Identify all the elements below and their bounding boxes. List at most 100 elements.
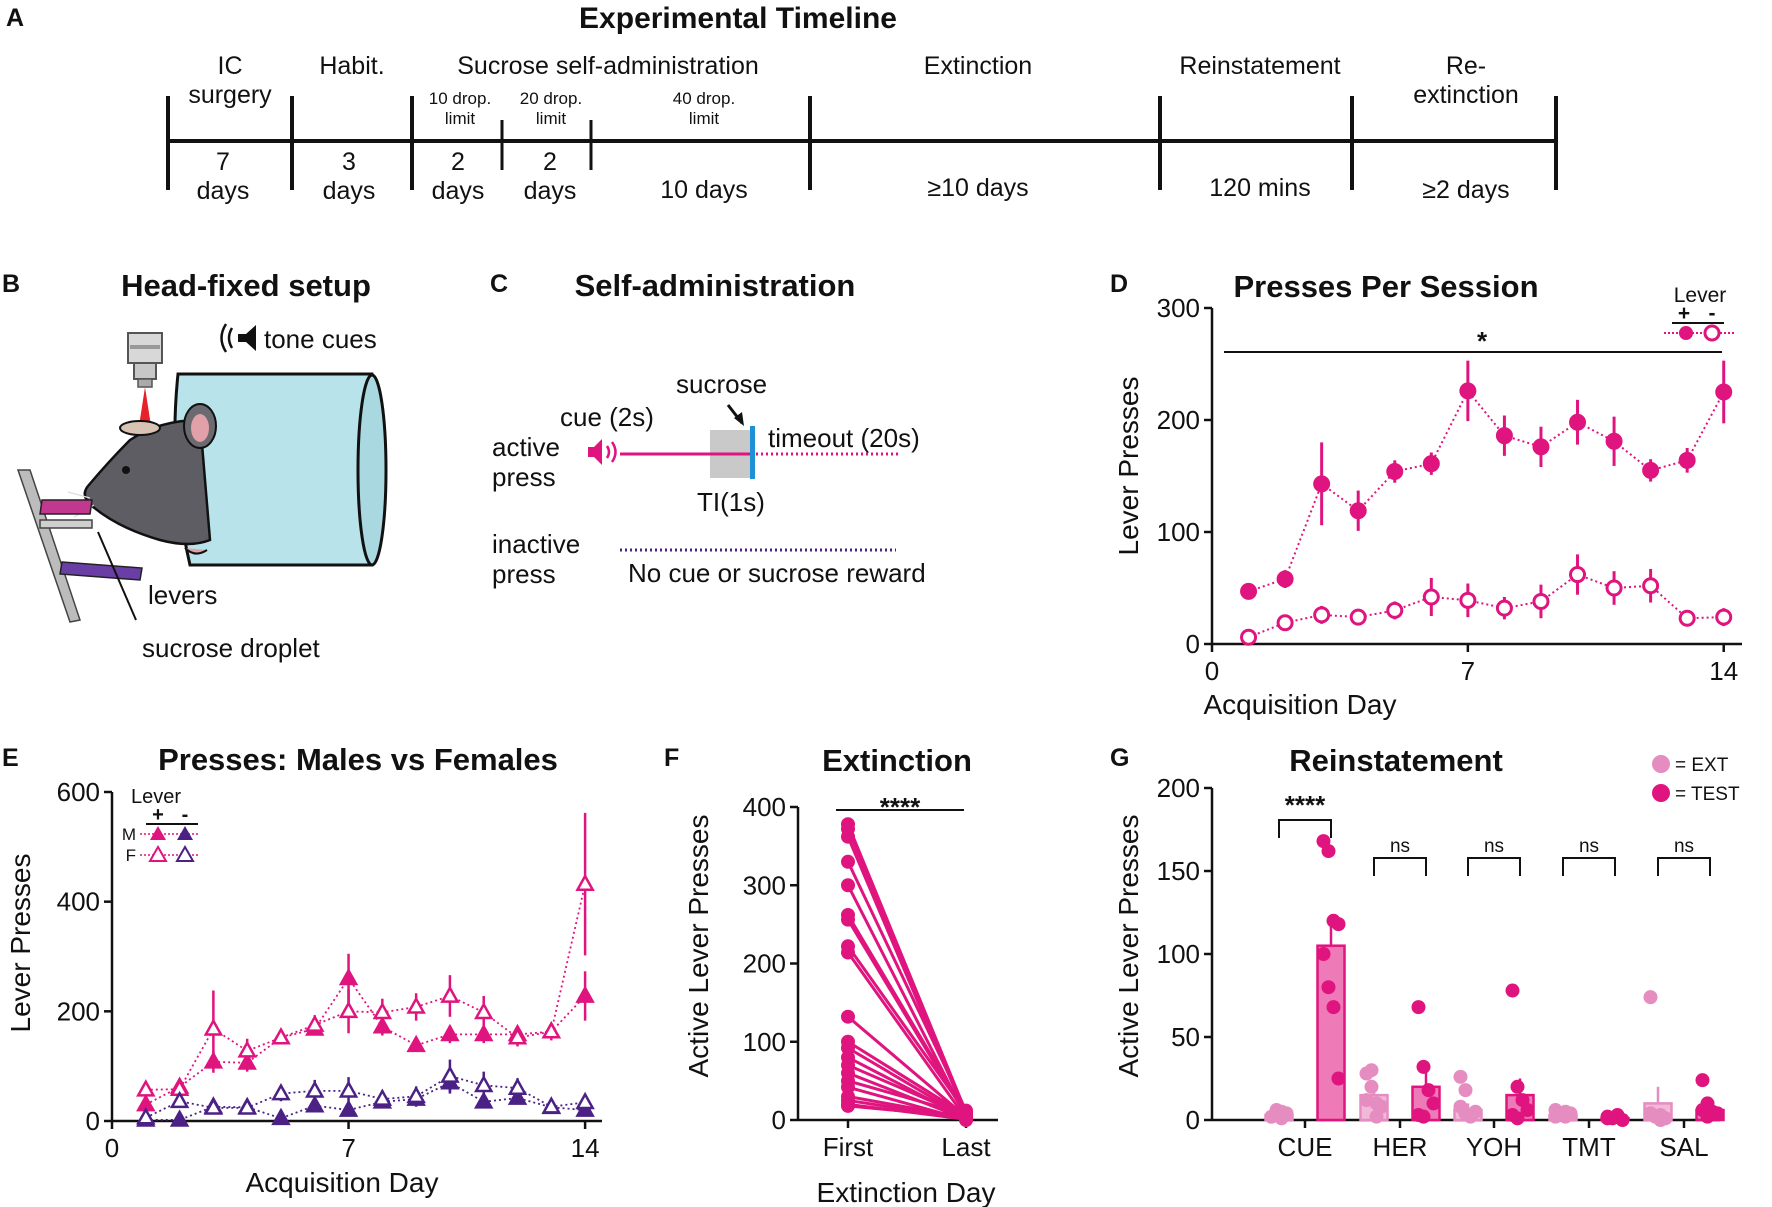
chart-d-point <box>1459 591 1477 609</box>
chart-g-point-test <box>1331 1071 1346 1086</box>
chart-e-y-tick-label: 400 <box>57 887 100 917</box>
chart-g-significance-label: **** <box>1285 790 1326 820</box>
chart-g-point-ext <box>1364 1079 1379 1094</box>
chart-d-y-tick-label: 100 <box>1157 517 1200 547</box>
chart-d-y-tick-label: 200 <box>1157 405 1200 435</box>
chart-e-y-tick-label: 0 <box>86 1106 100 1136</box>
chart-g-x-tick-label: HER <box>1373 1132 1428 1162</box>
panel-d-letter: D <box>1110 270 1128 298</box>
chart-g-point-test <box>1411 1000 1426 1015</box>
chart-d-legend-plus: + <box>1678 302 1690 325</box>
chart-e-point <box>237 1097 257 1115</box>
chart-e-point <box>305 1014 325 1032</box>
chart-f-title: Extinction <box>822 743 972 778</box>
chart-g-point-ext <box>1369 1109 1384 1124</box>
self-admin-title: Self-administration <box>575 268 856 303</box>
chart-g-significance-label: ns <box>1674 836 1694 857</box>
chart-g-significance-bracket <box>1467 857 1521 876</box>
levers-label: levers <box>148 580 217 610</box>
chart-e-legend-f: F <box>126 846 136 865</box>
chart-g-significance-bracket <box>1562 857 1616 876</box>
chart-g-point-test <box>1695 1073 1710 1088</box>
chart-e-point <box>136 1079 156 1097</box>
chart-f-first-point <box>841 878 855 893</box>
chart-g-bar-test <box>1316 944 1346 1122</box>
chart-g-point-ext <box>1558 1104 1573 1119</box>
objective-lens-icon <box>127 332 163 388</box>
chart-f-x-tick-label: First <box>823 1132 874 1162</box>
inactive-lever-icon <box>59 561 143 581</box>
chart-g-point-test <box>1520 1103 1535 1118</box>
sub-limit-40-line2: limit <box>689 109 719 128</box>
chart-e-ylabel: Lever Presses <box>5 854 36 1033</box>
chart-e-point <box>473 1091 494 1109</box>
sipper-spout-icon <box>39 519 93 529</box>
duration-reinstatement: 120 mins <box>1209 174 1310 202</box>
restraint-tube-icon <box>173 372 388 567</box>
inactive-press-line1: inactive <box>492 529 580 559</box>
mouse-icon <box>67 403 217 555</box>
chart-g-significance-label: ns <box>1390 836 1410 857</box>
panel-e: E Presses: Males vs Females Acquisition … <box>2 742 602 1198</box>
duration-20drop-line1: 2 <box>543 148 557 176</box>
chart-g-point-ext <box>1274 1111 1289 1126</box>
chart-e-point <box>473 1001 494 1020</box>
timeline-title: Experimental Timeline <box>579 2 897 35</box>
mount-post <box>16 469 81 623</box>
chart-d-x-tick-label: 0 <box>1205 656 1219 686</box>
chart-f-y-tick-label: 300 <box>743 870 786 900</box>
chart-e-point <box>305 1095 325 1113</box>
timeline-sub-ticks <box>500 120 593 170</box>
chart-g-y-tick-label: 150 <box>1157 856 1200 886</box>
duration-40drop: 10 days <box>660 176 748 204</box>
chart-g-point-test <box>1600 1111 1615 1126</box>
chart-f-pair-line <box>847 1015 967 1119</box>
duration-ic-line1: 7 <box>216 148 230 176</box>
sucrose-arrow-head <box>734 412 744 426</box>
chart-g-point-ext <box>1453 1069 1468 1084</box>
chart-f-y-tick-label: 200 <box>743 949 786 979</box>
chart-d-legend-title: Lever <box>1674 284 1727 307</box>
chart-d-point <box>1459 382 1477 400</box>
chart-f-pair-line <box>846 945 968 1114</box>
chart-g-y-tick-label: 0 <box>1186 1105 1200 1135</box>
chart-g-point-ext <box>1463 1108 1478 1123</box>
chart-d-point <box>1678 609 1696 627</box>
sub-limit-10-line2: limit <box>445 109 475 128</box>
chart-e-point <box>271 1027 291 1045</box>
sub-limit-20-line2: limit <box>536 109 566 128</box>
chart-e-y-tick-label: 200 <box>57 996 100 1026</box>
chart-g-x-tick-label: TMT <box>1562 1132 1616 1162</box>
chart-d-point <box>1240 582 1258 600</box>
chart-f-ylabel: Active Lever Presses <box>683 815 714 1078</box>
chart-f-first-point <box>841 912 855 927</box>
chart-f-pair-line <box>847 1040 967 1117</box>
chart-g-ylabel: Active Lever Presses <box>1113 815 1144 1078</box>
stage-name-ic-line1: IC <box>218 52 243 80</box>
chart-g-legend-ext: = EXT <box>1675 755 1729 776</box>
sub-limit-40-line1: 40 drop. <box>673 89 735 108</box>
chart-d-point <box>1569 413 1587 431</box>
chart-g-significance-label: ns <box>1579 836 1599 857</box>
chart-f-y-tick-label: 100 <box>743 1027 786 1057</box>
chart-g-point-test <box>1426 1096 1441 1111</box>
chart-d-legend-filled-marker <box>1679 326 1693 340</box>
chart-e-point <box>440 1023 460 1042</box>
chart-g-point-test <box>1321 980 1336 995</box>
chart-g-point-ext <box>1364 1063 1379 1078</box>
chart-g-point-test <box>1316 947 1331 961</box>
chart-g-point-test <box>1615 1113 1630 1127</box>
chart-e-point <box>203 1018 224 1036</box>
sucrose-event-label: sucrose <box>676 369 767 399</box>
chart-e-point <box>473 1074 494 1093</box>
no-reward-label: No cue or sucrose reward <box>628 558 926 588</box>
chart-e-x-tick-label: 14 <box>571 1133 600 1163</box>
chart-g-point-test <box>1416 1109 1431 1124</box>
chart-d-y-tick-label: 0 <box>1186 629 1200 659</box>
chart-d-point <box>1422 455 1440 473</box>
chart-d-point <box>1715 383 1733 401</box>
panel-e-letter: E <box>2 744 19 772</box>
cue-speaker-icon <box>588 439 617 465</box>
chart-e-title: Presses: Males vs Females <box>158 742 558 777</box>
